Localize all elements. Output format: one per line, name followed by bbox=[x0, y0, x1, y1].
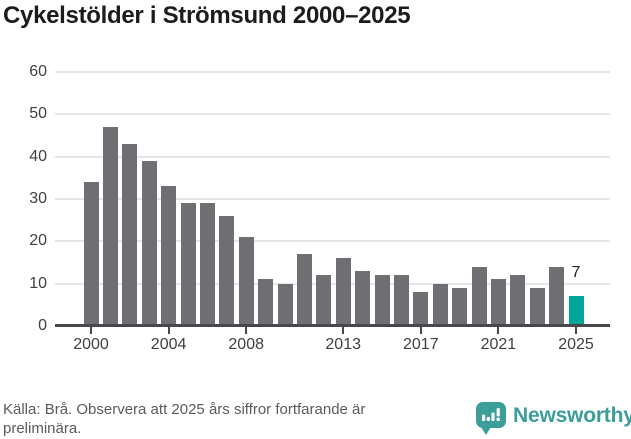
x-tick-2004 bbox=[167, 327, 170, 334]
bar-2002 bbox=[122, 143, 138, 326]
bar-2020 bbox=[471, 266, 487, 326]
x-tick-2025 bbox=[575, 327, 577, 334]
gridline-10 bbox=[55, 282, 610, 285]
x-tick-label-2021: 2021 bbox=[480, 336, 517, 353]
y-tick-label-60: 60 bbox=[29, 63, 47, 80]
bar-2009 bbox=[258, 279, 274, 326]
gridline-20 bbox=[55, 240, 610, 243]
gridline-40 bbox=[55, 155, 610, 158]
bar-2008 bbox=[238, 237, 254, 326]
bar-2000 bbox=[83, 182, 99, 326]
gridline-50 bbox=[55, 113, 610, 116]
y-tick-label-50: 50 bbox=[29, 105, 47, 123]
source-note: Källa: Brå. Observera att 2025 års siffr… bbox=[3, 401, 366, 437]
x-tick-2008 bbox=[245, 327, 248, 334]
x-tick-2021 bbox=[497, 327, 500, 334]
y-tick-label-20: 20 bbox=[29, 232, 47, 250]
bar-2015 bbox=[374, 275, 390, 326]
mini-bars-exclamation-glyph bbox=[482, 408, 500, 422]
chart-title: Cykelstölder i Strömsund 2000–2025 bbox=[3, 2, 411, 29]
x-tick-2000 bbox=[90, 327, 92, 334]
x-tick-label-2013: 2013 bbox=[325, 336, 361, 353]
bar-value-label-2025: 7 bbox=[571, 264, 581, 282]
y-tick-label-40: 40 bbox=[29, 147, 47, 165]
bar-2006 bbox=[199, 203, 215, 326]
x-tick-2013 bbox=[342, 327, 345, 334]
bar-2025 bbox=[568, 296, 584, 326]
x-tick-label-2017: 2017 bbox=[403, 336, 439, 353]
bar-2010 bbox=[277, 283, 293, 326]
bar-2023 bbox=[529, 287, 545, 326]
x-tick-label-2000: 2000 bbox=[73, 336, 109, 353]
bar-2012 bbox=[316, 275, 332, 326]
bar-2022 bbox=[510, 275, 526, 326]
bar-2004 bbox=[161, 186, 177, 326]
x-tick-label-2004: 2004 bbox=[150, 336, 187, 353]
bar-2005 bbox=[180, 203, 196, 326]
plot-area: 7 bbox=[55, 71, 610, 326]
bar-2003 bbox=[141, 160, 157, 326]
x-tick-2017 bbox=[419, 327, 422, 334]
bar-2001 bbox=[102, 127, 118, 326]
y-tick-label-30: 30 bbox=[29, 190, 47, 207]
gridline-30 bbox=[55, 198, 610, 200]
bar-2007 bbox=[219, 215, 235, 326]
bar-2019 bbox=[452, 287, 468, 326]
newsworthy-wordmark: Newsworthy bbox=[513, 404, 631, 427]
bar-2018 bbox=[432, 283, 448, 326]
newsworthy-logo: Newsworthy bbox=[476, 402, 631, 436]
bar-2016 bbox=[393, 275, 409, 326]
y-tick-label-0: 0 bbox=[38, 317, 47, 334]
bar-2014 bbox=[355, 270, 371, 326]
x-tick-label-2025: 2025 bbox=[558, 336, 594, 353]
x-axis-line bbox=[55, 324, 610, 327]
bar-chart-speech-bubble-icon bbox=[476, 402, 506, 436]
y-tick-label-10: 10 bbox=[29, 274, 47, 292]
bar-2024 bbox=[549, 266, 565, 326]
bar-2017 bbox=[413, 292, 429, 326]
bar-2011 bbox=[296, 254, 312, 326]
bar-2013 bbox=[335, 258, 351, 326]
x-tick-label-2008: 2008 bbox=[228, 336, 264, 353]
gridline-60 bbox=[55, 71, 610, 73]
bar-2021 bbox=[490, 279, 506, 326]
